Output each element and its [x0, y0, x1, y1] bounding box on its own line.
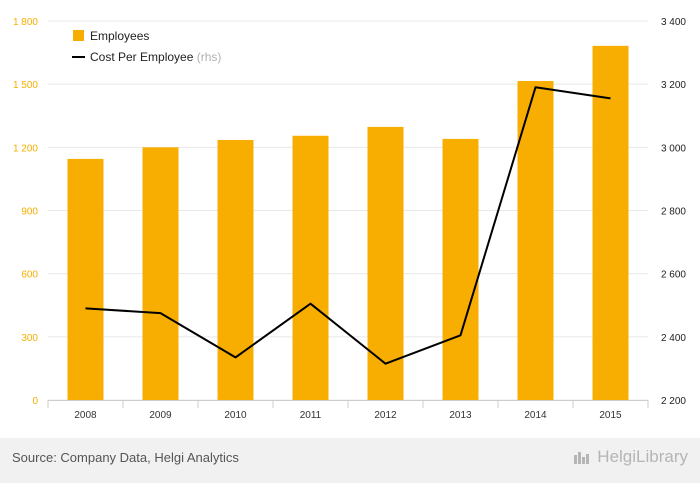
- x-tick-label: 2014: [524, 410, 547, 421]
- legend-cost-label: Cost Per Employee (rhs): [90, 50, 221, 64]
- y-right-tick-label: 2 400: [661, 333, 686, 344]
- employees-bar: [217, 139, 254, 401]
- y-right-tick-label: 2 200: [661, 396, 686, 407]
- legend-employees-label: Employees: [90, 29, 149, 43]
- helgi-library-icon: [574, 452, 590, 464]
- x-tick-label: 2008: [74, 410, 97, 421]
- source-text: Source: Company Data, Helgi Analytics: [12, 450, 239, 465]
- brand-name: HelgiLibrary: [597, 447, 688, 466]
- y-left-tick-label: 300: [21, 333, 38, 344]
- brand-logo[interactable]: HelgiLibrary: [573, 447, 688, 467]
- legend-cost-rhs: (rhs): [197, 50, 222, 64]
- y-axis-left: 0 300 600 900 1 200 1 500 1 800: [13, 17, 38, 407]
- legend-employees-swatch: [73, 30, 84, 41]
- employees-bar: [442, 138, 479, 400]
- y-left-tick-label: 1 200: [13, 143, 38, 154]
- x-tick-label: 2012: [374, 410, 397, 421]
- y-right-tick-label: 2 800: [661, 207, 686, 218]
- cost-per-employee-line: [85, 86, 611, 365]
- employees-bar: [142, 147, 179, 400]
- y-left-tick-label: 1 500: [13, 80, 38, 91]
- gridlines: [48, 20, 648, 401]
- y-right-tick-label: 3 200: [661, 80, 686, 91]
- footer: Source: Company Data, Helgi Analytics He…: [0, 438, 700, 483]
- y-left-tick-label: 900: [21, 207, 38, 218]
- y-left-tick-label: 600: [21, 270, 38, 281]
- x-tick-label: 2009: [149, 410, 172, 421]
- y-right-tick-label: 2 600: [661, 270, 686, 281]
- y-left-tick-label: 1 800: [13, 17, 38, 28]
- x-tick-label: 2010: [224, 410, 247, 421]
- legend: Employees Cost Per Employee (rhs): [72, 29, 221, 64]
- employees-bar: [592, 45, 629, 401]
- y-left-tick-label: 0: [32, 396, 38, 407]
- x-tick-label: 2013: [449, 410, 472, 421]
- combo-chart: 2008 2009 2010 2011 2012 2013 2014 2015 0 300 600…: [13, 17, 686, 421]
- employees-bars: [67, 45, 629, 401]
- employees-bar: [517, 81, 554, 400]
- employees-bar: [292, 135, 329, 400]
- x-tick-label: 2011: [300, 410, 322, 421]
- y-axis-right: 2 200 2 400 2 600 2 800 3 000 3 200 3 400: [661, 17, 686, 407]
- x-axis: 2008 2009 2010 2011 2012 2013 2014 2015: [47, 400, 649, 421]
- y-right-tick-label: 3 000: [661, 143, 686, 154]
- employees-bar: [67, 158, 104, 400]
- legend-cost-name: Cost Per Employee: [90, 50, 194, 64]
- x-tick-label: 2015: [599, 410, 622, 421]
- y-right-tick-label: 3 400: [661, 17, 686, 28]
- cost-per-employee-series-line: [85, 86, 611, 365]
